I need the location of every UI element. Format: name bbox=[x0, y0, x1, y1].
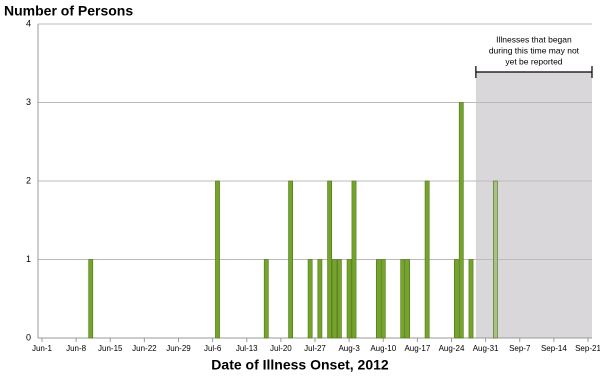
bar bbox=[327, 180, 332, 339]
bar bbox=[337, 259, 342, 339]
bar bbox=[380, 259, 386, 339]
bar bbox=[317, 259, 323, 339]
x-tick-label: Jun-29 bbox=[166, 344, 191, 353]
x-tick-label: Jun-22 bbox=[132, 344, 157, 353]
y-tick-label: 2 bbox=[26, 175, 31, 185]
bar bbox=[215, 180, 220, 339]
annotation: yet be reported bbox=[505, 56, 562, 66]
x-tick-label: Aug-31 bbox=[473, 344, 499, 353]
bar bbox=[376, 259, 381, 339]
x-tick-label: Aug-3 bbox=[338, 344, 360, 353]
bar bbox=[351, 180, 357, 339]
annotation: during this time may not bbox=[489, 45, 580, 55]
bar bbox=[307, 259, 313, 339]
bar bbox=[458, 102, 464, 339]
x-tick-label: Aug-10 bbox=[370, 344, 396, 353]
x-tick-label: Jul-27 bbox=[304, 344, 326, 353]
bar bbox=[88, 259, 94, 339]
y-tick-label: 0 bbox=[26, 332, 31, 342]
x-tick-label: Sep-21 bbox=[575, 344, 600, 353]
chart-title: Number of Persons bbox=[4, 3, 133, 19]
bar bbox=[263, 259, 269, 339]
y-tick-label: 4 bbox=[26, 18, 31, 28]
bar bbox=[468, 259, 474, 339]
x-tick-label: Jun-1 bbox=[32, 344, 53, 353]
x-tick-label: Jul-6 bbox=[204, 344, 222, 353]
bar bbox=[288, 180, 293, 339]
y-tick-label: 1 bbox=[26, 254, 31, 264]
y-tick-label: 3 bbox=[26, 97, 31, 107]
bar bbox=[454, 259, 459, 339]
x-tick-label: Jul-13 bbox=[236, 344, 258, 353]
x-tick-label: Jun-15 bbox=[98, 344, 123, 353]
x-tick-label: Aug-24 bbox=[439, 344, 465, 353]
bar bbox=[405, 259, 410, 339]
bar bbox=[400, 259, 406, 339]
annotation: Illnesses that began bbox=[496, 34, 572, 44]
x-tick-label: Sep-7 bbox=[509, 344, 531, 353]
bar bbox=[332, 259, 337, 339]
bar bbox=[346, 259, 352, 339]
bar bbox=[424, 180, 430, 339]
x-tick-label: Jun-8 bbox=[66, 344, 87, 353]
bar bbox=[493, 180, 498, 339]
x-tick-label: Aug-17 bbox=[404, 344, 430, 353]
x-tick-label: Sep-14 bbox=[541, 344, 567, 353]
x-tick-label: Jul-20 bbox=[270, 344, 292, 353]
x-axis-label: Date of Illness Onset, 2012 bbox=[211, 357, 389, 373]
